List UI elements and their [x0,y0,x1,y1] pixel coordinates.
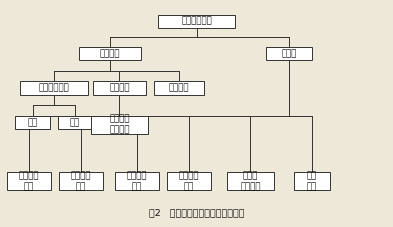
Text: 温度采样
处理: 温度采样 处理 [127,171,147,191]
FancyBboxPatch shape [154,81,204,95]
Text: 时针程序: 时针程序 [109,83,130,92]
Text: 温度采样
处理: 温度采样 处理 [71,171,91,191]
Text: 年月日时
分秒计时: 年月日时 分秒计时 [109,115,130,135]
FancyBboxPatch shape [167,173,211,190]
FancyBboxPatch shape [158,15,235,28]
Text: 键盘: 键盘 [28,118,38,127]
FancyBboxPatch shape [7,173,51,190]
Text: 主程序: 主程序 [281,49,297,58]
Text: 标准温度
计算: 标准温度 计算 [19,171,39,191]
FancyBboxPatch shape [90,116,149,133]
FancyBboxPatch shape [15,116,50,128]
FancyBboxPatch shape [266,47,312,60]
FancyBboxPatch shape [294,173,331,190]
FancyBboxPatch shape [20,81,88,95]
Text: 键盘显示程序: 键盘显示程序 [39,83,70,92]
FancyBboxPatch shape [92,81,147,95]
Text: 应用系统软件: 应用系统软件 [181,17,212,26]
Text: 传感器
失灵报警: 传感器 失灵报警 [240,171,261,191]
FancyBboxPatch shape [58,116,92,128]
Text: 光照
处理: 光照 处理 [307,171,317,191]
FancyBboxPatch shape [79,47,141,60]
FancyBboxPatch shape [115,173,159,190]
Text: 图2   人工气候箱应用软件结构框图: 图2 人工气候箱应用软件结构框图 [149,208,244,217]
Text: 越限报警
处理: 越限报警 处理 [178,171,199,191]
Text: 监控程序: 监控程序 [99,49,120,58]
Text: 掉电处理: 掉电处理 [169,83,189,92]
FancyBboxPatch shape [227,173,274,190]
FancyBboxPatch shape [59,173,103,190]
Text: 显示: 显示 [70,118,80,127]
